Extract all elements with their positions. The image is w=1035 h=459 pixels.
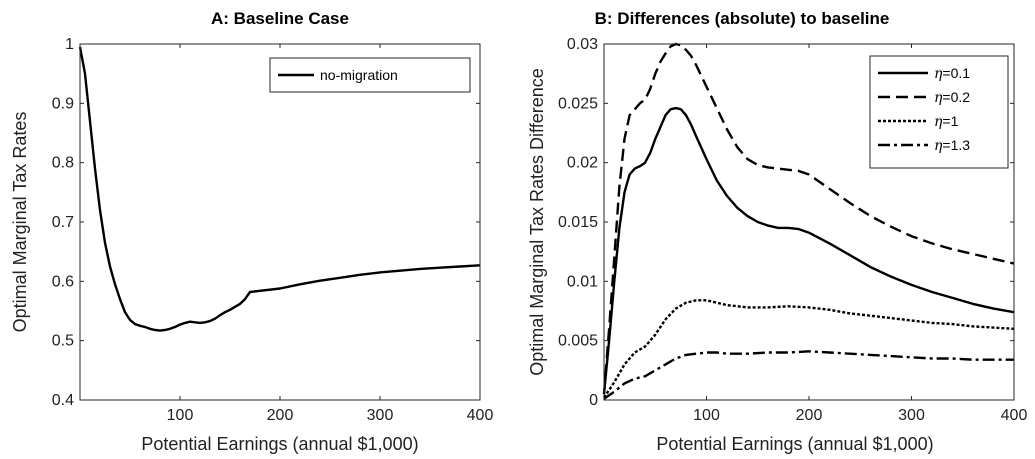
- panel-b-lines: [602, 42, 1015, 400]
- panel-b-ytick-label: 0.02: [567, 155, 598, 172]
- panel-a-xtick-label: 300: [367, 407, 394, 424]
- panel-a-ytick-label: 0.6: [52, 273, 74, 290]
- panel-b-ytick-label: 0.01: [567, 273, 598, 290]
- panel-b-ytick-label: 0.03: [567, 36, 598, 53]
- panel-a-ticks: 100 200 300 400 0.4 0.5 0.6 0.7 0.8 0.9 1: [52, 36, 494, 424]
- panel-b-series-line-1: [602, 42, 1015, 395]
- panel-b-ticks: 100 200 300 400 0 0.005 0.01 0.015 0.02 0.025 0.03: [558, 36, 1027, 424]
- panel-b-legend: η=0.1 η=0.2 η=1 η=1.3: [869, 55, 1009, 169]
- panel-b-ytick-label: 0: [589, 392, 598, 409]
- panel-a-ytick-label: 0.9: [52, 95, 74, 112]
- panel-b-ytick-label: 0.005: [558, 333, 598, 350]
- panel-a-legend-label: no-migration: [320, 67, 398, 83]
- panel-a-ytick-label: 0.8: [52, 155, 74, 172]
- panel-b-legend-label: η=1.3: [934, 137, 970, 154]
- panel-a-ytick-label: 1: [65, 36, 74, 53]
- panel-a-title: A: Baseline Case: [211, 9, 349, 28]
- panel-b-legend-label: η=0.2: [934, 89, 970, 106]
- panel-a-baseline: A: Baseline Case Potential Earnings (ann…: [10, 9, 493, 454]
- panel-a-xtick-label: 400: [467, 407, 494, 424]
- panel-b-legend-label: η=1: [934, 113, 959, 130]
- panel-b-xtick-label: 300: [898, 407, 925, 424]
- panel-b-xtick-label: 400: [1001, 407, 1028, 424]
- panel-b-xlabel: Potential Earnings (annual $1,000): [656, 434, 933, 454]
- panel-a-lines: [78, 46, 481, 332]
- panel-b-legend-box: [869, 55, 1009, 169]
- panel-b-legend-label: η=0.1: [934, 65, 970, 82]
- panel-a-ylabel: Optimal Marginal Tax Rates: [10, 112, 30, 333]
- panel-a-plot-area: [79, 43, 481, 401]
- panel-a-ytick-label: 0.7: [52, 214, 74, 231]
- panel-a-ytick-label: 0.4: [52, 392, 74, 409]
- panel-b-ytick-label: 0.025: [558, 95, 598, 112]
- panel-b-series-line-0: [602, 106, 1015, 395]
- panel-b-xtick-label: 100: [693, 407, 720, 424]
- panel-b-ytick-label: 0.015: [558, 214, 598, 231]
- panel-b-series-line-3: [603, 350, 1014, 400]
- panel-a-legend: no-migration: [269, 57, 471, 93]
- panel-a-ytick-label: 0.5: [52, 333, 74, 350]
- panel-b-plot-area: [603, 43, 1015, 401]
- panel-b-ylabel: Optimal Marginal Tax Rates Difference: [527, 68, 547, 375]
- panel-b-series-line-2: [603, 299, 1015, 399]
- panel-a-series-line-0: [78, 46, 481, 332]
- panel-a-xlabel: Potential Earnings (annual $1,000): [141, 434, 418, 454]
- panel-b-xtick-label: 200: [796, 407, 823, 424]
- panel-b-differences: B: Differences (absolute) to baseline Po…: [527, 9, 1027, 454]
- panel-a-xtick-label: 100: [167, 407, 194, 424]
- panel-a-xtick-label: 200: [267, 407, 294, 424]
- panel-b-title: B: Differences (absolute) to baseline: [595, 9, 890, 28]
